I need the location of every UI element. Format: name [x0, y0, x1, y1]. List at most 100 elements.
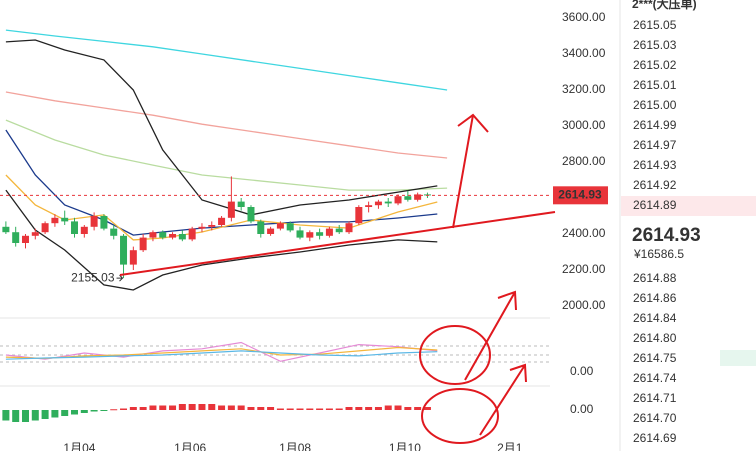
x-tick-label: 2月1 — [497, 441, 523, 451]
histogram-bar — [267, 407, 275, 410]
circle — [419, 325, 491, 385]
bid-price: 2614.86 — [633, 291, 677, 305]
indicator-line — [5, 119, 448, 191]
candle-body — [355, 207, 363, 224]
x-tick-label: 1月04 — [63, 441, 95, 451]
plot: 3600.00 3400.00 3200.00 3000.00 2800.00 2400.… — [0, 10, 608, 451]
candle-body — [247, 207, 255, 222]
candle-body — [296, 230, 304, 238]
candle-body — [267, 228, 275, 234]
bid-highlight — [720, 350, 756, 366]
histogram-bar — [414, 407, 422, 410]
histogram-bar — [325, 408, 333, 410]
histogram-bar — [218, 405, 226, 410]
candle-body — [384, 201, 392, 204]
trend-line — [119, 211, 556, 276]
ask-price: 2615.02 — [633, 58, 677, 72]
bid-price: 2614.75 — [633, 351, 677, 365]
candle-body — [159, 232, 167, 238]
candle-body — [21, 235, 29, 243]
histogram-bar — [365, 407, 373, 410]
candle-body — [365, 205, 373, 207]
y-tick-label: 3600.00 — [562, 10, 606, 24]
histogram-bar — [110, 409, 118, 411]
candle-body — [188, 228, 196, 240]
histogram-bar — [227, 405, 235, 410]
histogram-bar — [345, 407, 353, 410]
candle-body — [51, 217, 59, 224]
ask-price: 2615.00 — [633, 98, 677, 112]
histogram-bar — [237, 405, 245, 410]
ask-price: 2615.03 — [633, 38, 677, 52]
histogram-bar — [355, 407, 363, 410]
y-tick-label: 3200.00 — [562, 82, 606, 96]
candle-body — [120, 235, 128, 265]
histogram-bar — [90, 410, 98, 412]
candle-body — [61, 217, 69, 222]
histogram-bar — [384, 405, 392, 410]
y-tick-label: 3400.00 — [562, 46, 606, 60]
candle-body — [2, 226, 10, 233]
bid-price: 2614.69 — [633, 431, 677, 445]
ask-price: 2615.01 — [633, 78, 677, 92]
histogram-bar — [80, 410, 88, 413]
ask-price: 2614.89 — [633, 198, 677, 212]
candle-body — [31, 232, 39, 236]
candle-body — [41, 223, 49, 233]
candle-body — [208, 225, 216, 227]
bid-price: 2614.84 — [633, 311, 677, 325]
y-tick-label: 2800.00 — [562, 154, 606, 168]
last-price-tag — [553, 186, 608, 205]
candle-body — [198, 226, 206, 229]
y-tick-label: 3000.00 — [562, 118, 606, 132]
min-price-label: 2155.03 — [71, 270, 115, 284]
x-tick-label: 1月10 — [389, 441, 421, 451]
histogram-bar — [21, 410, 29, 422]
histogram-bar — [276, 408, 284, 410]
bid-price: 2614.74 — [633, 371, 677, 385]
bid-price: 2614.70 — [633, 411, 677, 425]
x-tick-label: 1月08 — [279, 441, 311, 451]
arrow — [479, 363, 527, 436]
histogram-bar — [41, 410, 49, 419]
candle-body — [414, 194, 422, 200]
bid-price: 2614.80 — [633, 331, 677, 345]
histogram-bar — [257, 407, 265, 410]
histogram-bar — [208, 404, 216, 410]
candle-body — [316, 232, 324, 236]
candle-body — [374, 201, 382, 206]
candle-body — [227, 201, 235, 218]
candle-body — [169, 234, 177, 238]
indicator-line — [5, 39, 438, 216]
histogram-bar — [286, 408, 294, 410]
arrow — [452, 113, 489, 229]
candle-body — [218, 217, 226, 225]
candle-body — [139, 237, 147, 251]
ask-price: 2615.05 — [633, 18, 677, 32]
arrow — [464, 290, 517, 381]
candle-body — [71, 221, 79, 234]
y-tick-label: 0.00 — [570, 364, 594, 378]
candle-body — [257, 221, 265, 234]
candle-body — [335, 228, 343, 233]
min-price-arrow — [116, 274, 124, 282]
histogram-bar — [100, 410, 108, 411]
histogram-bar — [178, 404, 186, 410]
candle-body — [178, 234, 186, 240]
order-book: 2***(大压单) 2615.05 2615.03 2615.02 2615.01 261… — [621, 0, 756, 445]
histogram-bar — [2, 410, 10, 421]
candle-body — [237, 201, 245, 207]
histogram-bar — [296, 408, 304, 410]
candle-body — [80, 226, 88, 234]
indicator-line — [5, 91, 448, 159]
x-tick-label: 1月06 — [174, 441, 206, 451]
indicator-line — [5, 29, 448, 91]
histogram-bar — [404, 407, 412, 410]
candle-body — [100, 216, 108, 229]
histogram-bar — [12, 410, 20, 422]
histogram-bar — [120, 408, 128, 410]
y-tick-label: 2000.00 — [562, 298, 606, 312]
histogram-bar — [423, 407, 431, 410]
